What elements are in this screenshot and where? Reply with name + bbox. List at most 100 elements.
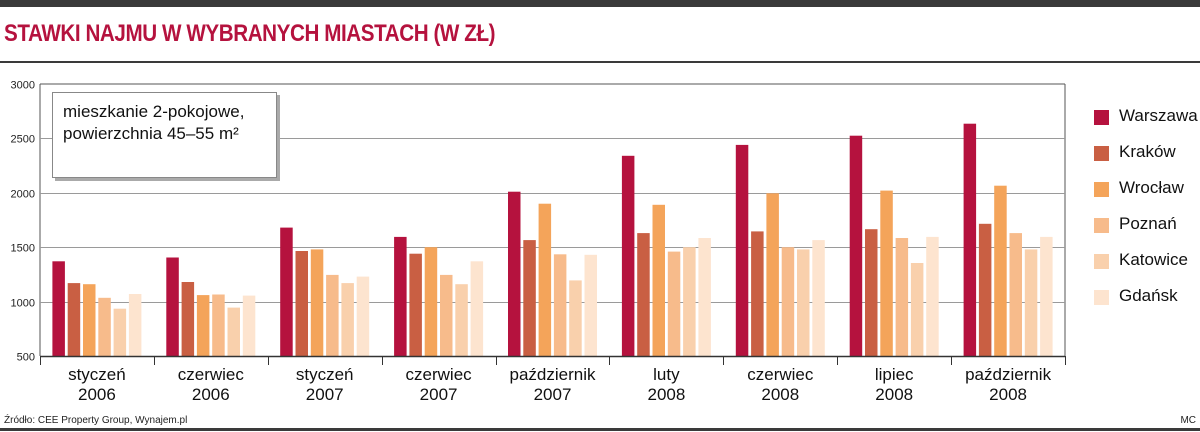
note-line-1: mieszkanie 2-pokojowe, [63, 102, 245, 121]
y-tick-label: 1000 [11, 298, 35, 310]
bar [83, 284, 96, 356]
bar [751, 231, 764, 356]
bar [52, 261, 65, 356]
x-tick-label: 2007 [534, 385, 572, 404]
author-credit: MC [1180, 415, 1196, 426]
bar [326, 274, 339, 356]
x-tick-label: 2008 [761, 385, 799, 404]
bar [113, 308, 127, 356]
bar [242, 295, 256, 356]
x-tick-label: styczeń [296, 365, 354, 384]
bar [849, 135, 863, 356]
bar [1009, 233, 1022, 356]
legend-swatch [1094, 218, 1109, 233]
bar [637, 233, 650, 356]
bar [926, 236, 939, 356]
legend-swatch [1094, 290, 1109, 305]
bar [553, 254, 567, 356]
legend-swatch [1094, 110, 1109, 125]
bar [280, 227, 293, 356]
x-tick-label: 2006 [78, 385, 116, 404]
top-rule [0, 0, 1200, 7]
chart-title: STAWKI NAJMU W WYBRANYCH MIASTACH (W ZŁ) [4, 20, 496, 47]
legend-item: Katowice [1090, 248, 1200, 274]
bar [698, 238, 711, 356]
legend-item: Poznań [1090, 212, 1200, 238]
bar [781, 247, 795, 356]
y-tick-label: 3000 [11, 80, 35, 92]
bar [440, 274, 453, 356]
x-tick-label: luty [653, 365, 680, 384]
bar [508, 191, 521, 356]
bar [181, 282, 195, 356]
bar [166, 257, 179, 356]
legend-item: Gdańsk [1090, 284, 1200, 310]
bar [196, 295, 210, 356]
legend-swatch [1094, 146, 1109, 161]
x-tick-label: lipiec [875, 365, 914, 384]
note-line-2: powierzchnia 45–55 m² [63, 124, 239, 143]
bar [994, 185, 1007, 356]
bar [394, 236, 407, 356]
legend-item: Kraków [1090, 140, 1200, 166]
y-tick-label: 1500 [11, 243, 35, 255]
x-tick-label: 2007 [420, 385, 458, 404]
x-tick-label: 2007 [306, 385, 344, 404]
bar [455, 284, 468, 356]
legend-item: Warszawa [1090, 104, 1200, 130]
title-rule [0, 61, 1200, 63]
bar [310, 249, 324, 356]
bar [797, 249, 810, 356]
bar [865, 229, 878, 356]
bar [523, 240, 536, 356]
bar [341, 283, 354, 356]
bar [621, 155, 635, 356]
legend-label: Katowice [1119, 250, 1188, 269]
bar [1040, 236, 1053, 356]
source-note: Źródło: CEE Property Group, Wynajem.pl [4, 415, 188, 426]
bar [356, 276, 370, 356]
bar [470, 261, 484, 356]
bar [67, 283, 81, 356]
bar [424, 247, 438, 356]
bar [667, 251, 681, 356]
bar [212, 294, 225, 356]
x-tick-label: październik [965, 365, 1051, 384]
bar [584, 254, 597, 356]
x-tick-label: październik [510, 365, 596, 384]
x-tick-label: styczeń [68, 365, 126, 384]
bar [766, 193, 779, 356]
bar [409, 253, 422, 356]
x-tick-label: 2008 [875, 385, 913, 404]
y-tick-label: 500 [17, 352, 35, 364]
legend-label: Wrocław [1119, 178, 1184, 197]
bar [963, 123, 977, 356]
bar [227, 307, 240, 356]
x-tick-label: 2006 [192, 385, 230, 404]
bottom-rule [0, 428, 1200, 431]
x-tick-label: czerwiec [747, 365, 814, 384]
bar [910, 263, 924, 356]
bar [895, 238, 909, 356]
legend-label: Poznań [1119, 214, 1177, 233]
legend-label: Warszawa [1119, 106, 1198, 125]
legend-swatch [1094, 254, 1109, 269]
bar [652, 204, 665, 356]
legend-item: Wrocław [1090, 176, 1200, 202]
legend-swatch [1094, 182, 1109, 197]
bar [812, 240, 825, 356]
bar [978, 223, 992, 356]
bar [683, 247, 696, 356]
x-tick-label: 2008 [989, 385, 1027, 404]
bar [295, 251, 308, 356]
bar [128, 294, 142, 356]
bar [569, 280, 582, 356]
chart-note: mieszkanie 2-pokojowe, powierzchnia 45–5… [52, 92, 277, 178]
bar [880, 190, 893, 356]
x-tick-label: czerwiec [406, 365, 473, 384]
legend-label: Kraków [1119, 142, 1176, 161]
legend-label: Gdańsk [1119, 286, 1178, 305]
bar [735, 144, 749, 356]
bar [1024, 249, 1038, 356]
